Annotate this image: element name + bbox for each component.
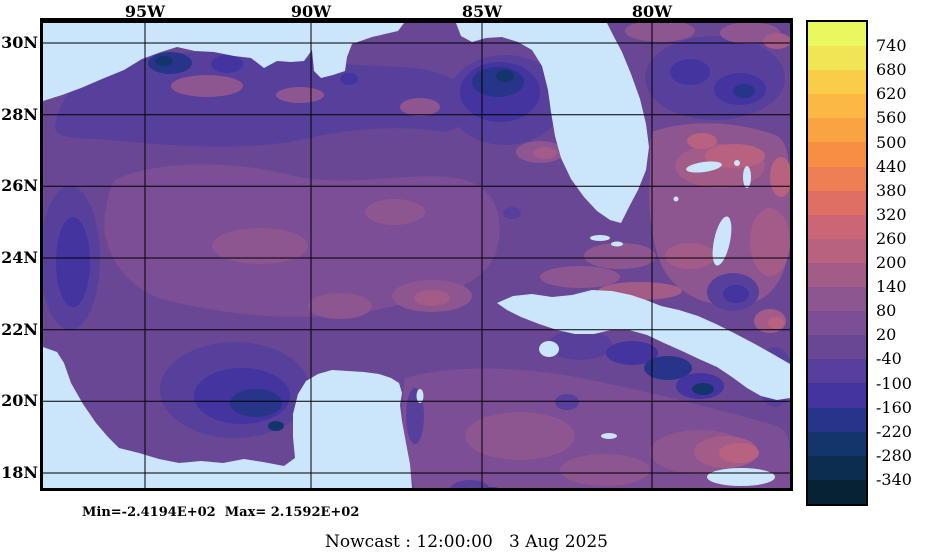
colorbar-tick-label: -220 [876, 421, 912, 441]
colorbar-segment [808, 214, 866, 239]
colorbar-tick-label: 320 [876, 204, 907, 224]
land-jamaica [707, 468, 775, 486]
land-andros [712, 216, 732, 266]
land-abaco [743, 166, 751, 188]
colorbar-tick-label: -280 [876, 445, 912, 465]
land-cuba [497, 290, 790, 400]
land-grand-bahama [686, 161, 722, 173]
y-axis-label-28n: 28N [1, 105, 38, 124]
land-florida [456, 23, 649, 223]
colorbar-tick-label: 260 [876, 228, 907, 248]
colorbar-tick-label: 620 [876, 84, 907, 104]
y-axis-label-18n: 18N [1, 463, 38, 482]
colorbar-tick-label: -100 [876, 373, 912, 393]
colorbar-segment [808, 335, 866, 360]
colorbar-segment [808, 94, 866, 119]
land-florida-keys [590, 235, 610, 241]
colorbar-tick-label: 380 [876, 180, 907, 200]
y-axis-label-30n: 30N [1, 33, 38, 52]
land-cozumel [416, 389, 424, 403]
colorbar-tick-label: -340 [876, 469, 912, 489]
colorbar-segment [808, 287, 866, 312]
colorbar-segment [808, 383, 866, 408]
y-axis-label-22n: 22N [1, 320, 38, 339]
colorbar-segment [808, 359, 866, 384]
colorbar-segment [808, 311, 866, 336]
ocean-anomaly-blobs [43, 23, 790, 488]
land-grand-cayman [601, 433, 617, 439]
land-mexico-yucatan [43, 347, 412, 488]
colorbar-tick-label: 680 [876, 60, 907, 80]
colorbar-tick-label: -40 [876, 349, 902, 369]
x-axis-label-80w: 80W [631, 2, 673, 21]
land-florida-keys [611, 241, 623, 247]
x-axis-label-95w: 95W [124, 2, 166, 21]
colorbar-tick-label: 200 [876, 253, 907, 272]
colorbar-segment [808, 479, 866, 504]
colorbar-tick-label: 80 [876, 301, 897, 321]
colorbar-segment [808, 455, 866, 480]
colorbar-segment [808, 407, 866, 432]
nowcast-field-map [43, 23, 790, 488]
y-axis-label-20n: 20N [1, 391, 38, 410]
graticule-grid-lines [43, 23, 790, 488]
colorbar-tick-label: 140 [876, 277, 907, 297]
colorbar-segment [808, 70, 866, 95]
land-bahama-cay [734, 160, 740, 166]
colorbar-tick-label: 20 [876, 325, 897, 345]
x-axis-label-85w: 85W [461, 2, 503, 21]
colorbar-segment [808, 46, 866, 71]
colorbar-tick-label: 440 [876, 156, 907, 176]
colorbar-segment [808, 142, 866, 167]
colorbar-segment [808, 190, 866, 215]
land-isle-of-youth [539, 341, 559, 357]
colorbar-segment [808, 118, 866, 143]
colorbar-tick-label: -160 [876, 397, 912, 417]
colorbar-segment [808, 238, 866, 263]
colorbar-tick-label: 500 [876, 132, 907, 152]
field-min-max-annotation: Min=-2.4194E+02 Max= 2.1592E+02 [82, 505, 360, 520]
colorbar-tick-label: 560 [876, 108, 907, 128]
map-plot-area [40, 18, 793, 491]
colorbar-segment [808, 431, 866, 456]
colorbar-segment [808, 22, 866, 47]
colorbar-segment [808, 166, 866, 191]
colorbar-tick-label: 740 [876, 36, 907, 56]
colorbar-segment [808, 262, 866, 288]
y-axis-label-26n: 26N [1, 176, 38, 195]
colorbar [806, 20, 868, 506]
land-bimini [673, 196, 679, 202]
x-axis-label-90w: 90W [290, 2, 332, 21]
nowcast-timestamp: Nowcast : 12:00:00 3 Aug 2025 [325, 532, 608, 552]
y-axis-label-24n: 24N [1, 248, 38, 267]
